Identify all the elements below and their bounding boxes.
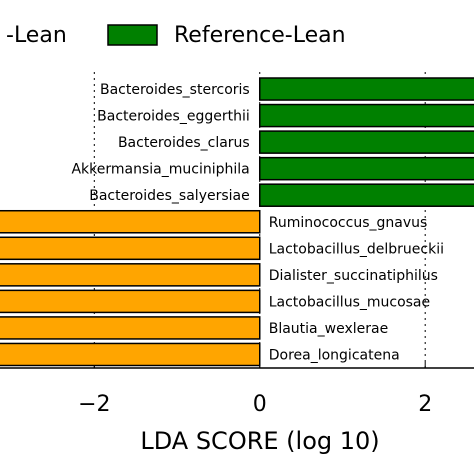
legend-label: -Lean xyxy=(6,23,67,48)
category-label: Lactobacillus_delbrueckii xyxy=(269,241,444,257)
legend-swatch xyxy=(107,24,158,46)
category-label: Dialister_succinatiphilus xyxy=(269,268,438,284)
bar xyxy=(258,130,474,154)
x-tick-label: 2 xyxy=(418,392,432,417)
x-axis-label: LDA SCORE (log 10) xyxy=(140,427,379,455)
bar xyxy=(258,103,474,128)
category-label: Lactobacillus_mucosae xyxy=(269,294,430,310)
bar xyxy=(258,156,474,181)
category-label: Bacteroides_stercoris xyxy=(100,82,250,98)
bar xyxy=(0,263,261,287)
category-label: Bacteroides_clarus xyxy=(118,135,250,151)
bar xyxy=(0,209,261,234)
category-label: Dorea_longicatena xyxy=(269,347,400,363)
legend-label: Reference-Lean xyxy=(174,23,346,48)
bar xyxy=(0,289,261,314)
bar xyxy=(258,77,474,101)
bar xyxy=(0,316,261,340)
x-tick-label: 0 xyxy=(253,392,267,417)
bar xyxy=(0,342,261,367)
category-label: Akkermansia_muciniphila xyxy=(71,162,249,178)
bar xyxy=(258,183,474,207)
category-label: Blautia_wexlerae xyxy=(269,321,388,337)
category-label: Bacteroides_eggerthii xyxy=(97,109,250,125)
x-tick-label: −2 xyxy=(78,392,110,417)
bar xyxy=(0,236,261,261)
category-label: Bacteroides_salyersiae xyxy=(89,188,249,204)
category-label: Ruminococcus_gnavus xyxy=(269,215,428,231)
